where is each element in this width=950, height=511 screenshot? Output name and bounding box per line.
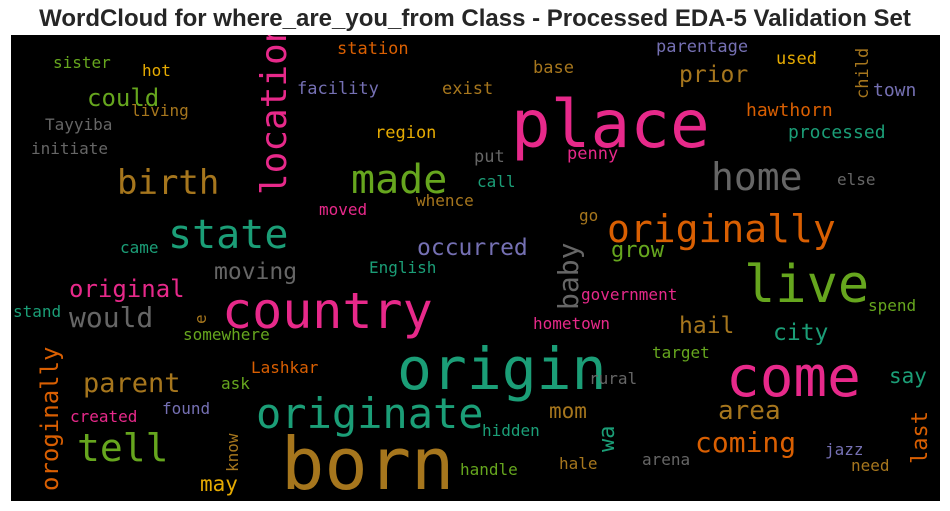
- word-sister: sister: [53, 53, 111, 72]
- chart-title: WordCloud for where_are_you_from Class -…: [39, 5, 911, 32]
- word-say: say: [889, 364, 927, 388]
- word-moved: moved: [319, 200, 367, 219]
- word-e: e: [191, 314, 210, 324]
- word-government: government: [581, 285, 677, 304]
- word-originate: originate: [256, 389, 484, 438]
- wordcloud-canvas: place born origin come country live originate l…: [11, 35, 940, 501]
- word-originally: originally: [607, 207, 836, 251]
- word-moving: moving: [214, 259, 297, 285]
- word-oroginally: oroginally: [36, 347, 64, 492]
- word-hawthorn: hawthorn: [746, 100, 833, 121]
- word-tayyiba: Tayyiba: [45, 115, 112, 134]
- word-stand: stand: [13, 302, 61, 321]
- word-place: place: [511, 86, 710, 163]
- word-baby: baby: [552, 243, 585, 310]
- word-station: station: [337, 39, 409, 59]
- word-call: call: [477, 172, 516, 191]
- word-spend: spend: [868, 296, 916, 315]
- word-birth: birth: [117, 163, 219, 203]
- word-area: area: [718, 396, 781, 426]
- word-came: came: [120, 238, 159, 257]
- word-come: come: [726, 345, 861, 410]
- word-grow: grow: [611, 238, 665, 263]
- word-english: English: [369, 258, 436, 277]
- word-arena: arena: [642, 450, 690, 469]
- word-country: country: [222, 282, 433, 340]
- word-origin: origin: [397, 335, 607, 403]
- word-ask: ask: [221, 374, 250, 393]
- word-may: may: [200, 472, 238, 496]
- word-live: live: [744, 255, 869, 315]
- word-processed: processed: [788, 122, 886, 143]
- word-home: home: [711, 155, 803, 199]
- word-base: base: [533, 58, 574, 78]
- word-born: born: [281, 422, 454, 501]
- word-hale: hale: [559, 454, 598, 473]
- word-created: created: [70, 407, 137, 426]
- word-living: living: [131, 101, 189, 120]
- word-else: else: [837, 170, 876, 189]
- word-hometown: hometown: [533, 314, 610, 333]
- word-made: made: [351, 157, 447, 203]
- word-somewhere: somewhere: [183, 325, 270, 344]
- word-hidden: hidden: [482, 421, 540, 440]
- word-prior: prior: [679, 62, 748, 88]
- word-facility: facility: [297, 79, 379, 99]
- word-initiate: initiate: [31, 139, 108, 158]
- word-occurred: occurred: [417, 235, 528, 261]
- word-parentage: parentage: [656, 37, 748, 57]
- word-exist: exist: [442, 79, 493, 99]
- word-coming: coming: [695, 426, 796, 459]
- word-last: last: [908, 411, 933, 464]
- word-target: target: [652, 343, 710, 362]
- word-handle: handle: [460, 460, 518, 479]
- word-hot: hot: [142, 61, 171, 80]
- word-know: know: [223, 433, 242, 472]
- wordcloud-background: [11, 35, 940, 501]
- word-could: could: [87, 84, 159, 112]
- word-jazz: jazz: [825, 440, 864, 459]
- word-town: town: [873, 80, 916, 101]
- word-hail: hail: [679, 313, 734, 339]
- wordcloud-panel: place born origin come country live originate l…: [11, 35, 940, 501]
- word-location: location: [254, 35, 295, 195]
- word-region: region: [375, 123, 436, 143]
- word-whence: whence: [416, 191, 474, 210]
- word-tell: tell: [77, 426, 169, 470]
- word-used: used: [776, 49, 817, 69]
- word-rural: rural: [589, 369, 637, 388]
- word-state: state: [168, 212, 288, 258]
- word-go: go: [579, 206, 598, 225]
- word-wa: wa: [595, 426, 620, 453]
- word-put: put: [474, 147, 505, 167]
- word-need: need: [851, 456, 890, 475]
- word-penny: penny: [567, 144, 618, 164]
- word-mom: mom: [549, 399, 587, 423]
- word-original: original: [69, 275, 185, 303]
- word-child: child: [853, 48, 873, 99]
- word-lashkar: Lashkar: [251, 358, 319, 377]
- word-city: city: [773, 320, 828, 346]
- word-found: found: [162, 399, 210, 418]
- word-parent: parent: [83, 368, 181, 399]
- word-would: would: [69, 301, 153, 334]
